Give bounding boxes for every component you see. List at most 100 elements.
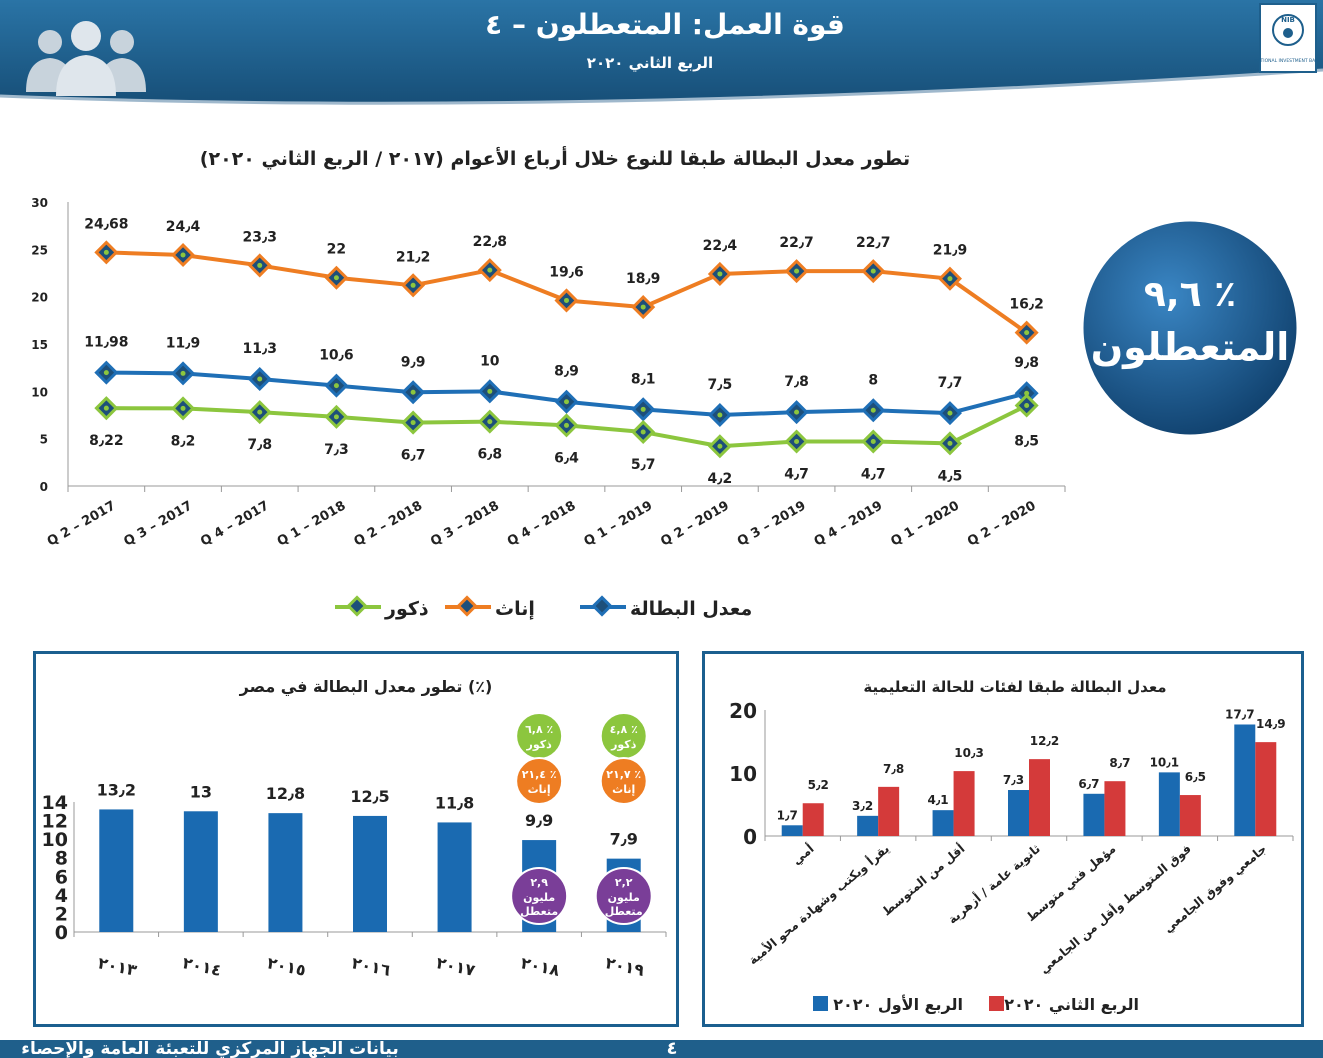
footer-page-number: ٤ — [667, 1038, 678, 1058]
data-label: 10 — [480, 353, 500, 369]
x-tick-label: أمي — [789, 841, 817, 868]
gender-unemployment-line-chart: تطور معدل البطالة طبقا للنوع خلال أرباع … — [31, 146, 1066, 620]
data-point-center — [564, 399, 569, 405]
x-tick-label: ٢٠١٦ — [350, 953, 392, 980]
male-rate-bubble — [599, 712, 648, 760]
x-tick-label: Q 3 – 2018 — [428, 498, 502, 549]
data-point-center — [410, 282, 416, 288]
legend-marker — [346, 595, 368, 617]
education-bar-label: 8٫7 — [1109, 756, 1130, 770]
data-label: 22 — [327, 242, 346, 258]
education-bar — [802, 803, 824, 836]
data-point-center — [717, 412, 723, 418]
bubble-label: إناث — [528, 783, 551, 796]
data-point-center — [870, 268, 876, 274]
unemployed-badge: ٩,٦ ٪ المتعطلون — [1080, 218, 1300, 438]
data-label: 11٫98 — [84, 335, 128, 351]
education-unemployment-bar-chart: معدل البطالة طبقا لفئات للحالة التعليمية… — [729, 678, 1294, 1015]
education-bar — [1255, 742, 1277, 836]
annual-unemployment-bar-chart: تطور معدل البطالة في مصر (٪) 02468101214… — [42, 677, 667, 980]
data-label: 7٫7 — [938, 375, 963, 391]
legend-label: الربع الأول ٢٠٢٠ — [833, 995, 963, 1014]
bubble-label: إناث — [612, 783, 635, 796]
data-point-center — [717, 271, 723, 277]
legend-label: إناث — [495, 598, 535, 620]
annual-bar — [268, 813, 303, 932]
data-point-center — [947, 440, 953, 446]
x-tick-label: Q 2 – 2018 — [351, 498, 425, 549]
data-label: 4٫5 — [938, 468, 963, 484]
education-bar — [1029, 759, 1050, 836]
data-point-center — [794, 439, 800, 445]
x-tick-label: Q 1 – 2018 — [275, 498, 349, 549]
data-label: 9٫9 — [401, 354, 426, 370]
y-tick-label: 4 — [55, 885, 68, 907]
education-chart-title: معدل البطالة طبقا لفئات للحالة التعليمية — [863, 678, 1166, 696]
y-tick-label: 14 — [42, 792, 68, 814]
data-label: 22٫8 — [473, 234, 507, 250]
data-point-center — [180, 405, 186, 411]
x-tick-label: Q 3 – 2017 — [121, 498, 195, 549]
female-rate-bubble — [515, 757, 564, 805]
data-label: 8٫1 — [631, 371, 656, 387]
education-bar-label: 6٫7 — [1078, 777, 1099, 791]
y-tick-label: 2 — [55, 903, 68, 925]
data-label: 4٫2 — [708, 471, 733, 487]
svg-text:NIB: NIB — [1281, 16, 1295, 24]
data-point-center — [640, 429, 646, 435]
x-tick-label: ٢٠١٣ — [96, 953, 138, 980]
annual-bar-label: 13٫2 — [97, 780, 136, 799]
legend-swatch — [989, 996, 1004, 1011]
data-label: 5٫7 — [631, 457, 656, 473]
female-rate-bubble — [599, 757, 648, 805]
education-bar — [1104, 781, 1126, 836]
unemployed-count-bubble — [594, 867, 653, 925]
data-label: 21٫2 — [396, 249, 430, 265]
data-point-center — [640, 406, 646, 412]
data-point-center — [564, 422, 569, 428]
data-label: 8٫5 — [1014, 434, 1039, 450]
education-bar-label: 14٫9 — [1256, 717, 1286, 731]
bubble-value: ٤,٨ ٪ — [610, 723, 638, 736]
footer: بيانات الجهاز المركزي للتعبئة العامة وال… — [21, 1038, 678, 1058]
x-tick-label: Q 1 – 2019 — [582, 498, 656, 549]
x-tick-label: Q 2 – 2017 — [45, 498, 119, 549]
data-label: 8٫22 — [89, 433, 123, 449]
education-bar-label: 10٫1 — [1150, 755, 1180, 769]
education-bar-label: 10٫3 — [954, 746, 984, 760]
x-tick-label: Q 4 – 2018 — [505, 498, 579, 549]
annual-bar-label: 11٫8 — [435, 793, 474, 812]
bubble-label: ذكور — [526, 738, 553, 751]
male-rate-bubble — [515, 712, 564, 760]
x-tick-label: Q 3 – 2019 — [735, 498, 809, 549]
education-bar — [857, 815, 879, 836]
education-bar-label: 1٫7 — [777, 808, 798, 822]
annual-unemployment-panel: تطور معدل البطالة في مصر (٪) 0 2 4 6 8 10 12 14… — [33, 651, 679, 1027]
y-tick-label: 0 — [55, 922, 68, 944]
legend-label: ذكور — [384, 598, 429, 620]
annual-bar-label: 7٫9 — [610, 830, 638, 849]
data-point-center — [103, 405, 109, 411]
x-tick-label: فوق المتوسط وأقل من الجامعي — [1036, 841, 1194, 977]
x-tick-label: ٢٠١٨ — [519, 953, 561, 980]
data-label: 22٫4 — [703, 238, 738, 254]
svg-text:NATIONAL INVESTMENT BANK: NATIONAL INVESTMENT BANK — [1254, 58, 1322, 64]
data-label: 11٫3 — [243, 341, 277, 357]
data-point-center — [564, 297, 569, 303]
data-point-center — [1024, 330, 1030, 336]
y-tick-label: 5 — [40, 433, 48, 447]
y-tick-label: 0 — [743, 825, 757, 849]
data-label: 6٫7 — [401, 448, 426, 464]
data-label: 9٫8 — [1014, 355, 1039, 371]
education-bar — [1234, 724, 1256, 836]
data-label: 21٫9 — [933, 243, 967, 259]
annual-bar-label: 12٫8 — [266, 784, 305, 803]
annual-bar — [183, 811, 218, 932]
y-tick-label: 10 — [31, 385, 48, 399]
data-point-center — [1024, 403, 1030, 409]
data-point-center — [640, 304, 646, 310]
data-label: 7٫5 — [708, 377, 733, 393]
data-label: 22٫7 — [779, 235, 813, 251]
header-banner: قوة العمل: المتعطلون – ٤ الربع الثاني ٢٠… — [0, 0, 1323, 105]
data-label: 8٫9 — [554, 364, 579, 380]
